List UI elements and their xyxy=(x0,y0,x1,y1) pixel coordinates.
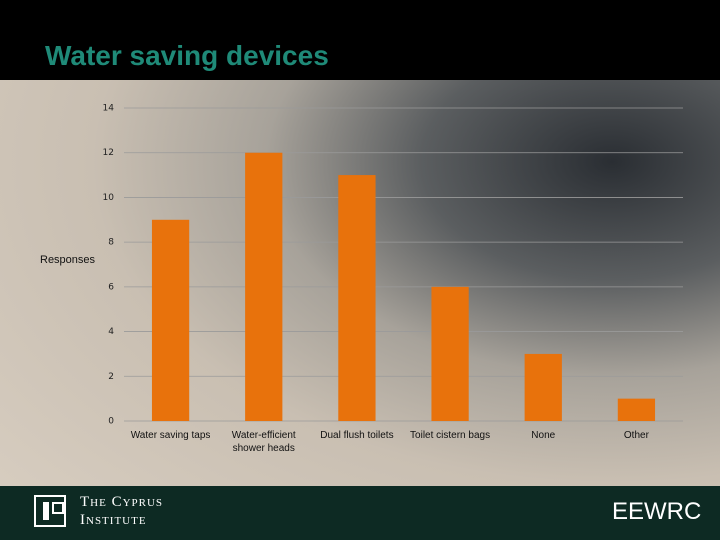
x-tick-label: None xyxy=(531,430,556,441)
bar xyxy=(338,175,376,421)
unit-name: EEWRC xyxy=(612,498,702,525)
title-band xyxy=(0,0,720,80)
y-tick-label: 6 xyxy=(108,282,114,292)
y-tick-label: 4 xyxy=(108,327,114,337)
bar xyxy=(524,353,562,421)
y-tick-label: 2 xyxy=(108,372,114,382)
bar xyxy=(151,219,190,421)
x-tick-label: Toilet cistern bags xyxy=(410,430,491,441)
y-axis-label: Responses xyxy=(40,254,96,266)
org-name: Institute xyxy=(80,512,147,528)
x-tick-label: Other xyxy=(623,430,649,441)
org-name: The Cyprus xyxy=(80,494,164,510)
slide-title: Water saving devices xyxy=(45,40,329,71)
bar xyxy=(245,152,283,421)
logo xyxy=(34,495,66,527)
x-tick-label: Water-efficient shower heads xyxy=(231,430,296,454)
bar xyxy=(617,398,656,421)
y-tick-label: 8 xyxy=(108,238,114,248)
y-tick-label: 12 xyxy=(103,148,114,158)
y-tick-label: 0 xyxy=(108,417,114,427)
bar xyxy=(431,286,469,421)
footer: The Cyprus Institute xyxy=(0,486,720,540)
x-tick-label: Water saving taps xyxy=(130,430,211,441)
y-tick-label: 10 xyxy=(103,193,115,203)
x-tick-label: Dual flush toilets xyxy=(320,430,394,441)
y-tick-label: 14 xyxy=(103,104,115,114)
